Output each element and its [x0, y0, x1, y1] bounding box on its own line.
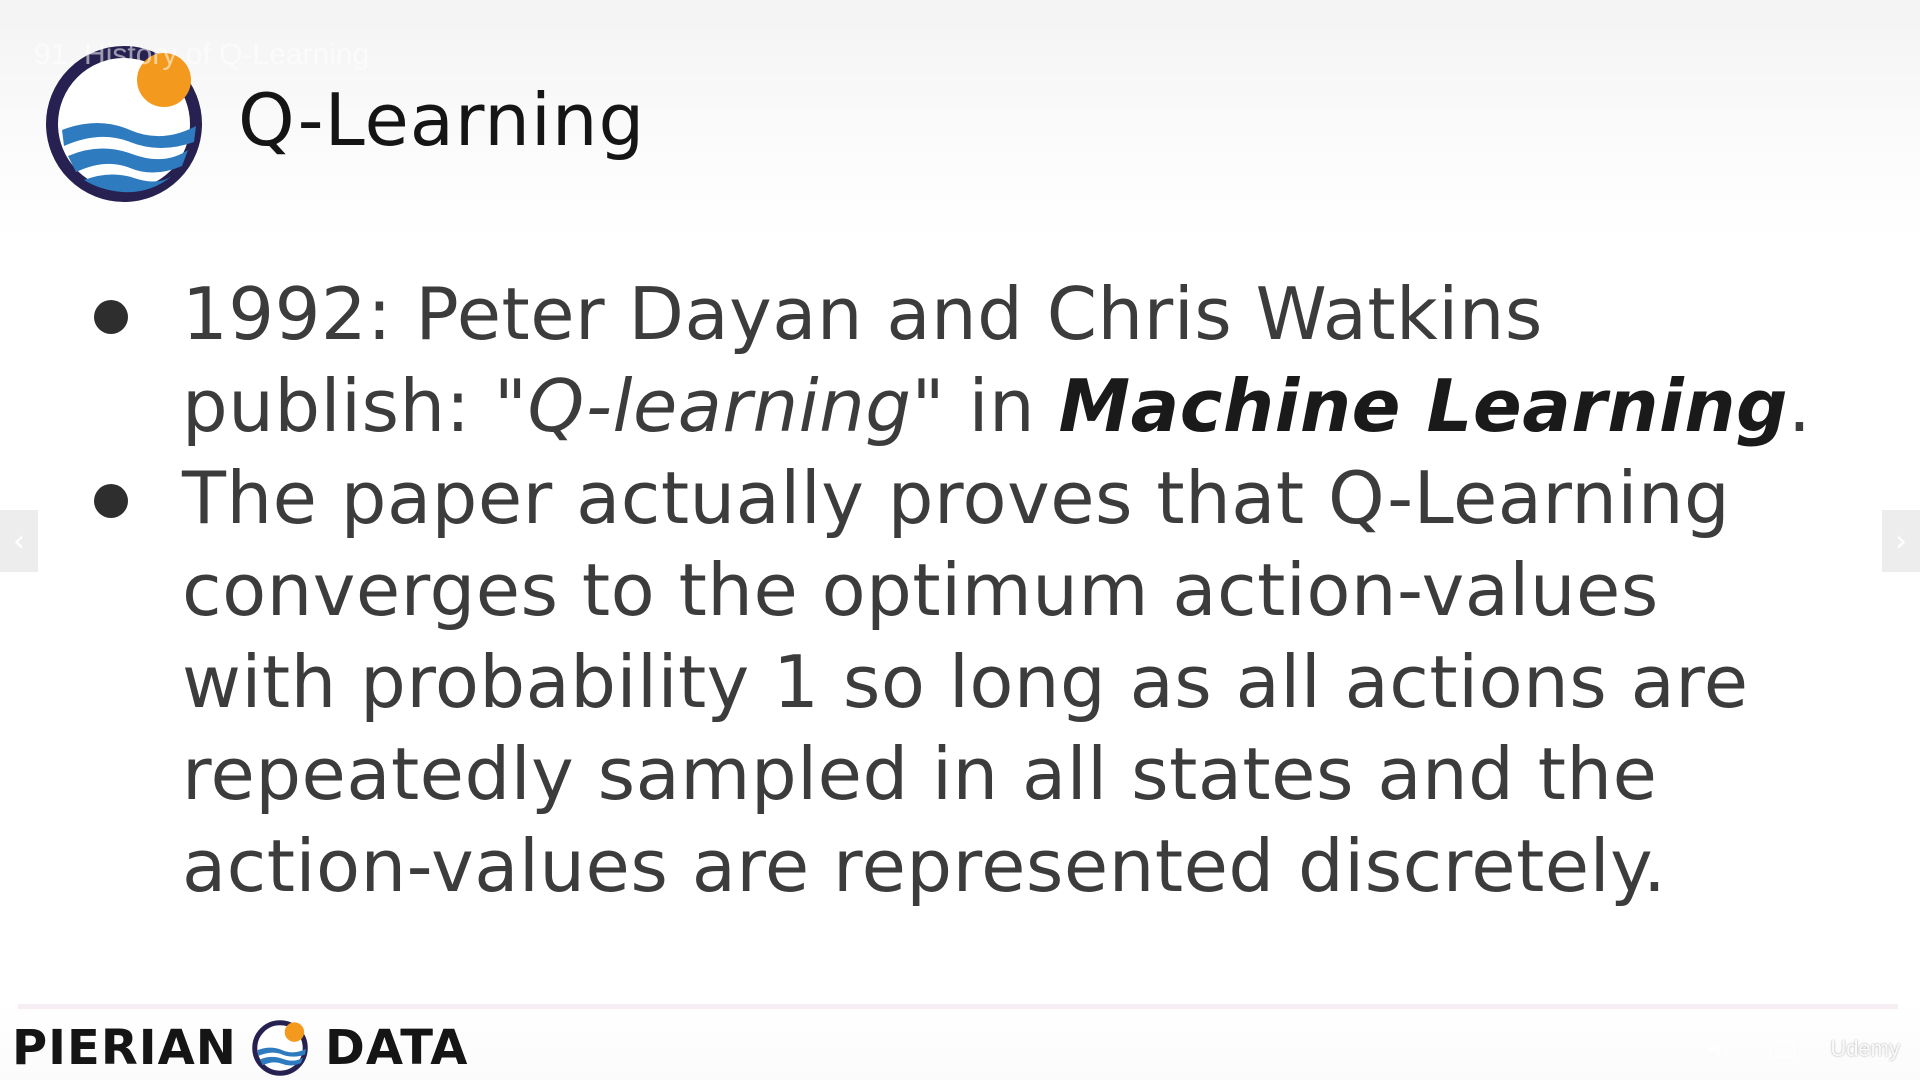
bullet-line: 1992: Peter Dayan and Chris Watkins: [182, 272, 1543, 356]
journal-name: Machine Learning: [1058, 364, 1789, 448]
bullet-line: publish: "Q-learning" in Machine Learnin…: [182, 360, 1890, 452]
bullet-line: converges to the optimum action-values: [182, 548, 1659, 632]
captions-icon[interactable]: [1768, 1038, 1796, 1060]
text-span: publish: ": [182, 364, 528, 448]
bullet-item: The paper actually proves that Q-Learnin…: [90, 452, 1890, 912]
bullet-list: 1992: Peter Dayan and Chris Watkins publ…: [90, 268, 1890, 912]
bullet-line: with probability 1 so long as all action…: [182, 640, 1749, 724]
text-span: " in: [911, 364, 1059, 448]
brand-text-right: DATA: [324, 1020, 469, 1076]
udemy-watermark: Udemy: [1830, 1036, 1900, 1061]
bullet-line: repeatedly sampled in all states and the: [182, 732, 1658, 816]
volume-icon[interactable]: [1706, 1038, 1734, 1060]
bullet-line: The paper actually proves that Q-Learnin…: [182, 456, 1731, 540]
bullet-line: action-values are represented discretely…: [182, 824, 1667, 908]
footer-divider: [18, 1004, 1898, 1009]
bullet-dot-icon: [94, 300, 128, 334]
slide-title: Q-Learning: [238, 78, 646, 162]
chevron-right-icon: ›: [1895, 523, 1907, 559]
player-controls: Udemy: [1706, 1036, 1900, 1062]
pierian-logo-icon: [46, 46, 202, 202]
previous-slide-button[interactable]: ‹: [0, 510, 38, 572]
brand-text-left: PIERIAN: [12, 1020, 237, 1076]
text-span: .: [1788, 364, 1812, 448]
video-lecture-title: 91. History of Q-Learning: [34, 38, 370, 71]
next-slide-button[interactable]: ›: [1882, 510, 1920, 572]
pierian-data-brand: PIERIAN DATA: [12, 1016, 468, 1080]
bullet-item: 1992: Peter Dayan and Chris Watkins publ…: [90, 268, 1890, 452]
paper-title: Q-learning: [527, 364, 912, 448]
brand-logo-icon: [252, 1020, 308, 1076]
bullet-dot-icon: [94, 484, 128, 518]
chevron-left-icon: ‹: [13, 523, 25, 559]
